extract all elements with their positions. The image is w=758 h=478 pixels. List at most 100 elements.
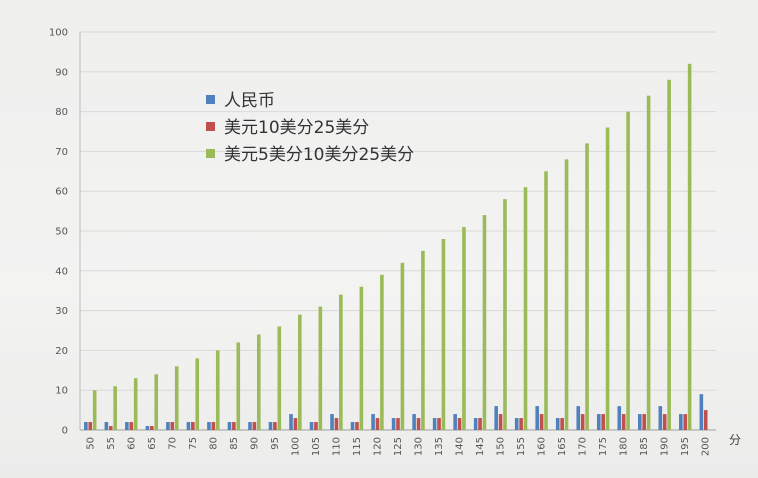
y-tick-label: 40 (55, 266, 68, 277)
legend-label: 美元5美分10美分25美分 (224, 145, 414, 165)
x-tick-label: 195 (680, 437, 691, 456)
x-tick-label: 105 (311, 437, 322, 456)
x-tick-label: 55 (106, 437, 117, 450)
bar-3 (626, 111, 630, 430)
bar-3 (195, 358, 200, 430)
x-tick-label: 155 (516, 437, 527, 456)
bar-3 (687, 63, 692, 431)
bar-2 (560, 418, 564, 430)
bar-2 (457, 418, 462, 430)
bar-1 (125, 422, 129, 430)
bar-2 (191, 422, 195, 430)
x-tick-label: 110 (331, 437, 342, 456)
bar-2 (355, 422, 359, 430)
bar-1 (391, 418, 396, 430)
bar-1 (679, 414, 683, 430)
bar-2 (437, 418, 441, 430)
bar-2 (170, 422, 175, 430)
y-tick-label: 60 (55, 187, 68, 198)
bar-1 (514, 418, 519, 430)
bar-2 (314, 422, 318, 430)
bar-2 (273, 422, 277, 430)
bar-3 (236, 342, 241, 430)
x-tick-label: 90 (249, 437, 260, 450)
x-tick-label: 175 (598, 437, 609, 456)
bar-2 (232, 422, 236, 430)
bar-1 (207, 422, 211, 430)
bar-1 (453, 414, 457, 430)
bar-3 (215, 350, 220, 430)
x-tick-label: 115 (352, 437, 363, 456)
bar-2 (334, 418, 339, 430)
bar-1 (350, 422, 355, 430)
x-tick-label: 150 (496, 437, 507, 456)
bar-2 (108, 426, 113, 430)
bar-1 (289, 414, 293, 430)
bar-1 (637, 414, 642, 430)
x-tick-label: 80 (208, 437, 219, 450)
x-tick-label: 160 (537, 437, 548, 456)
x-tick-label: 120 (372, 437, 383, 456)
bar-1 (145, 426, 150, 430)
x-tick-label: 125 (393, 437, 404, 456)
bar-1 (166, 422, 170, 430)
bar-1 (576, 406, 581, 430)
x-tick-label: 145 (475, 437, 486, 456)
x-tick-label: 85 (229, 437, 240, 450)
bar-2 (293, 418, 298, 430)
x-tick-label: 135 (434, 437, 445, 456)
x-tick-label: 50 (85, 437, 96, 450)
bar-2 (539, 414, 544, 430)
bar-3 (92, 390, 97, 430)
bar-1 (186, 422, 191, 430)
bar-3 (154, 374, 159, 430)
y-tick-label: 80 (55, 107, 68, 118)
x-tick-label: 170 (578, 437, 589, 456)
bar-1 (412, 414, 416, 430)
bar-3 (174, 366, 179, 430)
x-unit-label: 分 (729, 433, 741, 447)
x-tick-label: 70 (167, 437, 178, 450)
bar-1 (309, 422, 314, 430)
bar-1 (268, 422, 273, 430)
x-tick-label: 185 (639, 437, 650, 456)
bar-2 (375, 418, 380, 430)
y-tick-label: 30 (55, 306, 68, 317)
bar-1 (227, 422, 232, 430)
legend-label: 美元10美分25美分 (224, 118, 369, 138)
bar-2 (211, 422, 216, 430)
bar-3 (544, 171, 548, 431)
y-tick-label: 50 (55, 227, 68, 238)
bar-3 (339, 294, 343, 430)
gridlines (80, 31, 716, 431)
x-tick-label: 60 (126, 437, 137, 450)
bar-1 (535, 406, 540, 430)
bar-3 (113, 386, 117, 430)
bar-1 (658, 406, 663, 430)
x-tick-label: 200 (701, 437, 712, 456)
bar-2 (88, 422, 93, 430)
bar-3 (503, 199, 507, 430)
bar-2 (621, 414, 626, 430)
x-tick-label: 190 (660, 437, 671, 456)
bar-3 (667, 79, 671, 430)
bar-2 (396, 418, 400, 430)
bar-1 (555, 418, 560, 430)
bar-2 (683, 414, 688, 430)
bar-3 (564, 159, 569, 431)
bar-1 (84, 422, 88, 430)
bar-2 (129, 422, 134, 430)
bar-3 (298, 314, 302, 430)
y-tick-label: 100 (49, 28, 68, 39)
x-tick-label: 65 (147, 437, 158, 450)
bars (84, 63, 708, 431)
bar-3 (441, 238, 446, 430)
bar-3 (585, 143, 589, 430)
bar-1 (494, 406, 498, 430)
bar-2 (703, 410, 708, 430)
bar-1 (432, 418, 437, 430)
bar-1 (248, 422, 252, 430)
x-tick-label: 130 (414, 437, 425, 456)
